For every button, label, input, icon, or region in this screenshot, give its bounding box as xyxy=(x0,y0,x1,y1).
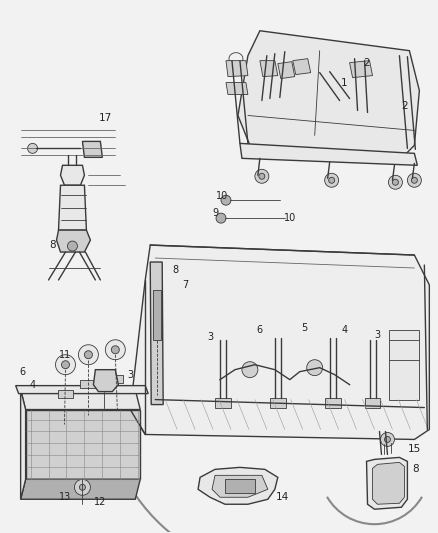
Circle shape xyxy=(61,361,69,369)
Circle shape xyxy=(406,173,420,187)
Circle shape xyxy=(388,175,402,189)
Polygon shape xyxy=(240,143,417,165)
Polygon shape xyxy=(130,245,428,439)
Polygon shape xyxy=(198,467,277,504)
Circle shape xyxy=(215,213,226,223)
Polygon shape xyxy=(58,185,86,230)
Polygon shape xyxy=(82,141,102,157)
Circle shape xyxy=(28,143,38,154)
Polygon shape xyxy=(366,457,406,509)
Polygon shape xyxy=(21,390,25,499)
Polygon shape xyxy=(349,61,372,78)
Text: 10: 10 xyxy=(215,191,228,201)
Text: 13: 13 xyxy=(59,492,71,502)
Circle shape xyxy=(324,173,338,187)
Polygon shape xyxy=(226,83,247,94)
Text: 8: 8 xyxy=(411,464,418,474)
Circle shape xyxy=(254,169,268,183)
Bar xyxy=(80,379,96,387)
Circle shape xyxy=(111,346,119,354)
Text: 3: 3 xyxy=(127,370,133,379)
Bar xyxy=(389,330,418,400)
Text: 8: 8 xyxy=(49,240,56,250)
Text: 4: 4 xyxy=(341,325,347,335)
Text: 12: 12 xyxy=(94,497,106,507)
Circle shape xyxy=(306,360,322,376)
Circle shape xyxy=(55,355,75,375)
Polygon shape xyxy=(259,61,277,77)
Text: 9: 9 xyxy=(212,208,218,218)
Circle shape xyxy=(78,345,98,365)
Circle shape xyxy=(328,177,334,183)
Text: 2: 2 xyxy=(400,101,407,110)
Polygon shape xyxy=(292,59,310,75)
Circle shape xyxy=(67,241,77,251)
Circle shape xyxy=(79,484,85,490)
Circle shape xyxy=(84,351,92,359)
Text: 15: 15 xyxy=(407,445,420,455)
Polygon shape xyxy=(277,62,294,78)
Text: 3: 3 xyxy=(374,330,380,340)
Circle shape xyxy=(392,179,398,185)
Text: 2: 2 xyxy=(362,58,369,68)
Polygon shape xyxy=(212,475,267,497)
Circle shape xyxy=(380,432,394,447)
Polygon shape xyxy=(57,230,90,252)
Polygon shape xyxy=(21,479,140,499)
Text: 5: 5 xyxy=(301,323,307,333)
Circle shape xyxy=(220,195,230,205)
Bar xyxy=(215,398,230,408)
Text: 11: 11 xyxy=(58,350,71,360)
Polygon shape xyxy=(237,31,418,155)
Circle shape xyxy=(241,362,257,378)
Polygon shape xyxy=(372,463,403,504)
Circle shape xyxy=(384,437,389,442)
Polygon shape xyxy=(16,385,148,393)
Polygon shape xyxy=(93,370,118,392)
Bar xyxy=(107,375,123,383)
Text: 7: 7 xyxy=(182,280,188,290)
Text: 8: 8 xyxy=(172,265,178,275)
Text: 14: 14 xyxy=(276,492,289,502)
Text: 17: 17 xyxy=(99,114,112,124)
Circle shape xyxy=(105,340,125,360)
Bar xyxy=(224,479,254,493)
Bar xyxy=(364,398,380,408)
Text: 3: 3 xyxy=(206,332,212,342)
Polygon shape xyxy=(25,409,140,479)
Text: 1: 1 xyxy=(340,78,347,87)
Bar xyxy=(269,398,285,408)
Circle shape xyxy=(258,173,264,179)
Text: 4: 4 xyxy=(29,379,35,390)
Bar xyxy=(57,390,73,398)
Polygon shape xyxy=(60,165,84,185)
Polygon shape xyxy=(21,390,140,409)
Text: 10: 10 xyxy=(283,213,295,223)
Text: 6: 6 xyxy=(20,367,26,377)
Circle shape xyxy=(74,479,90,495)
Polygon shape xyxy=(226,61,247,77)
Bar xyxy=(153,290,161,340)
Text: 6: 6 xyxy=(256,325,262,335)
Circle shape xyxy=(410,177,417,183)
Bar xyxy=(324,398,340,408)
Polygon shape xyxy=(150,262,163,405)
